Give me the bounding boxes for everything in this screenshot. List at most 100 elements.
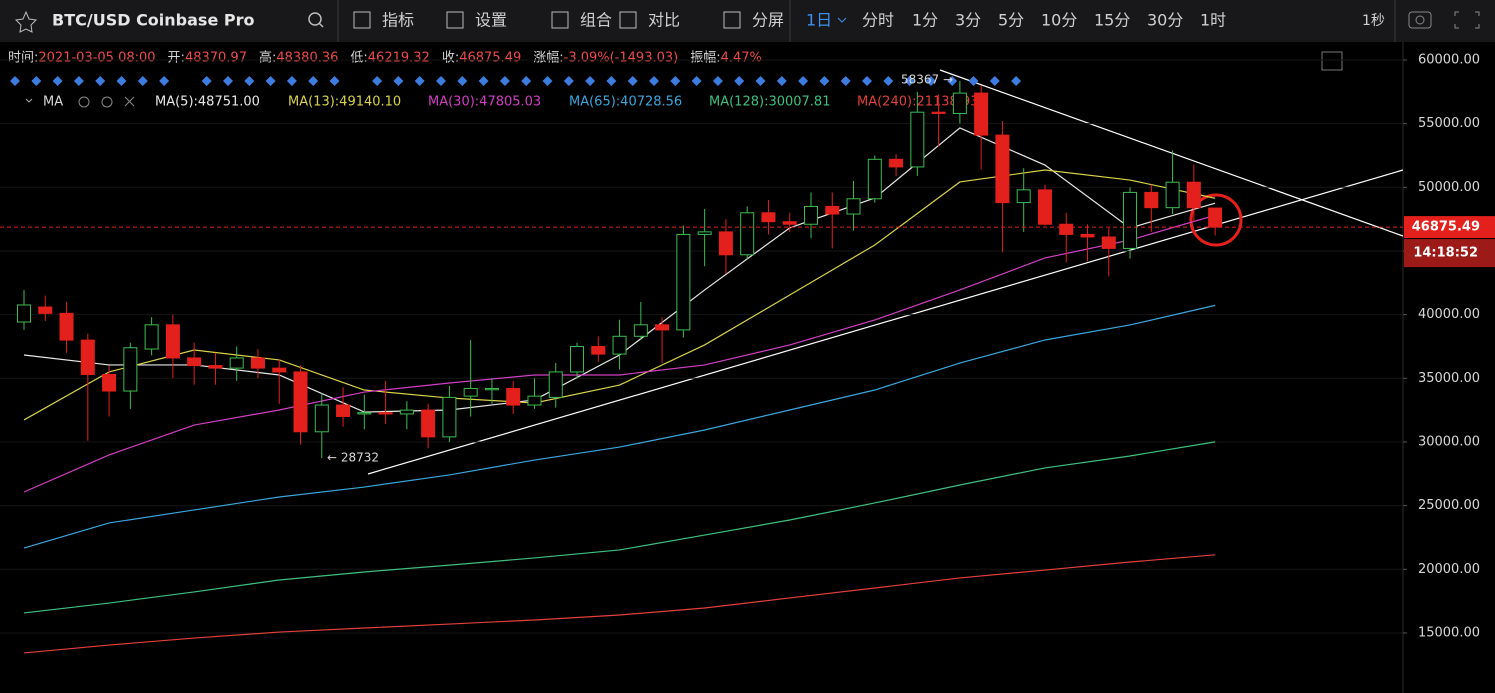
candle-body <box>314 404 329 433</box>
event-marker[interactable] <box>372 76 383 86</box>
event-marker[interactable] <box>329 76 340 86</box>
event-marker[interactable] <box>308 76 319 86</box>
event-marker[interactable] <box>755 76 766 86</box>
event-marker[interactable] <box>989 76 1000 86</box>
candle-body <box>1186 181 1201 209</box>
event-marker[interactable] <box>521 76 532 86</box>
event-marker[interactable] <box>904 76 915 86</box>
event-marker[interactable] <box>393 76 404 86</box>
fullscreen-icon[interactable] <box>1454 11 1480 29</box>
event-marker[interactable] <box>223 76 233 86</box>
high-annotation: 58367 → <box>901 73 953 87</box>
event-marker[interactable] <box>563 76 574 86</box>
candle-body <box>272 367 287 373</box>
calendar-icon[interactable] <box>1321 51 1343 71</box>
event-marker[interactable] <box>414 76 425 86</box>
y-tick-label: 20000.00 <box>1418 562 1480 577</box>
event-marker[interactable] <box>478 76 489 86</box>
realtime[interactable]: 1秒 <box>1362 13 1385 29</box>
event-marker[interactable] <box>31 76 42 86</box>
event-marker[interactable] <box>73 76 84 86</box>
event-marker[interactable] <box>1011 76 1022 86</box>
toolbar-button[interactable]: 对比 <box>648 11 680 30</box>
event-marker[interactable] <box>52 76 63 86</box>
candle-body <box>803 205 818 225</box>
event-marker[interactable] <box>883 76 894 86</box>
legend-icon[interactable] <box>101 96 113 108</box>
event-marker[interactable] <box>116 76 127 86</box>
interval[interactable]: 3分 <box>955 11 981 30</box>
event-marker[interactable] <box>286 76 297 86</box>
event-marker[interactable] <box>542 76 553 86</box>
event-marker[interactable] <box>776 76 787 86</box>
ma-legend-item: MA(13):49140.10 <box>288 95 401 110</box>
candle-body <box>676 233 691 331</box>
toolbar-bg <box>0 0 1495 42</box>
countdown-box <box>1404 239 1495 268</box>
star-icon[interactable] <box>14 10 38 33</box>
button-icon <box>723 11 741 29</box>
interval[interactable]: 1时 <box>1200 11 1226 30</box>
candle-body <box>591 345 606 355</box>
toolbar-button[interactable]: 指标 <box>382 11 414 30</box>
candle-body <box>144 324 159 350</box>
candle-body <box>825 205 840 215</box>
event-marker[interactable] <box>10 76 20 86</box>
ma-legend-item: MA(5):48751.00 <box>155 95 260 110</box>
candle-body <box>952 92 967 114</box>
camera-icon[interactable] <box>1408 11 1432 29</box>
candle-body <box>1080 233 1095 238</box>
candle-body <box>463 387 478 397</box>
event-marker[interactable] <box>606 76 617 86</box>
event-marker[interactable] <box>819 76 830 86</box>
event-marker[interactable] <box>499 76 510 86</box>
event-marker[interactable] <box>585 76 596 86</box>
event-marker[interactable] <box>649 76 659 86</box>
candle-body <box>421 409 436 438</box>
event-marker[interactable] <box>862 76 872 86</box>
event-marker[interactable] <box>670 76 681 86</box>
ma-legend-item: MA(128):30007.81 <box>709 95 830 110</box>
legend-close[interactable] <box>124 96 135 107</box>
event-marker[interactable] <box>457 76 468 86</box>
event-marker[interactable] <box>137 76 148 86</box>
event-marker[interactable] <box>95 76 106 86</box>
legend-icon[interactable] <box>78 96 90 108</box>
event-marker[interactable] <box>840 76 851 86</box>
candle-body <box>336 404 351 417</box>
y-tick-label: 15000.00 <box>1418 625 1480 640</box>
candle-body <box>102 373 117 392</box>
interval[interactable]: 1分 <box>912 11 938 30</box>
candle-body <box>399 409 414 415</box>
event-marker[interactable] <box>627 76 638 86</box>
y-tick-label: 25000.00 <box>1418 498 1480 513</box>
event-marker[interactable] <box>691 76 702 86</box>
event-marker[interactable] <box>159 76 170 86</box>
event-marker[interactable] <box>265 76 276 86</box>
ma-line <box>23 304 1216 549</box>
interval[interactable]: 15分 <box>1094 11 1130 30</box>
last-price-box <box>1404 216 1495 239</box>
info-value: 46875.49 <box>459 51 521 66</box>
event-marker[interactable] <box>798 76 809 86</box>
info-label: 开: <box>168 51 185 66</box>
event-marker[interactable] <box>968 76 979 86</box>
search-icon[interactable] <box>308 12 322 26</box>
event-marker[interactable] <box>244 76 255 86</box>
interval[interactable]: 30分 <box>1147 11 1183 30</box>
event-marker[interactable] <box>947 76 958 86</box>
event-marker[interactable] <box>712 76 723 86</box>
interval[interactable]: 1日 <box>806 11 832 30</box>
event-marker[interactable] <box>436 76 446 86</box>
toolbar-button[interactable]: 组合 <box>580 11 612 30</box>
toolbar-button[interactable]: 分屏 <box>752 11 784 30</box>
event-marker[interactable] <box>201 76 212 86</box>
toolbar-button[interactable]: 设置 <box>475 11 507 30</box>
interval[interactable]: 10分 <box>1041 11 1077 30</box>
event-marker[interactable] <box>734 76 745 86</box>
info-label: 收: <box>442 51 459 66</box>
interval[interactable]: 分时 <box>862 11 894 30</box>
interval[interactable]: 5分 <box>998 11 1024 30</box>
event-marker[interactable] <box>925 76 936 86</box>
